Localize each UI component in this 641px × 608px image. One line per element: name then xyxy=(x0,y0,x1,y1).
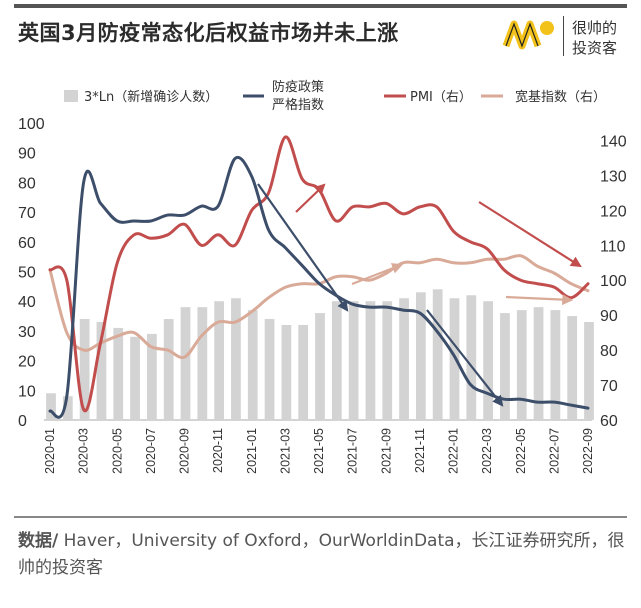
brand-logo-icon xyxy=(502,20,554,50)
x-tick-label: 2020-03 xyxy=(77,428,91,474)
y-right-tick-label: 70 xyxy=(600,378,618,395)
bar xyxy=(264,319,275,420)
bar xyxy=(163,319,174,420)
y-left-tick-label: 60 xyxy=(18,235,36,252)
source-label: 数据/ xyxy=(18,531,59,551)
x-tick-label: 2021-09 xyxy=(379,428,393,474)
bar xyxy=(399,298,409,420)
bar xyxy=(180,307,191,420)
bar xyxy=(348,301,359,420)
y-left-tick-label: 0 xyxy=(18,413,27,430)
y-left-tick-label: 40 xyxy=(18,294,36,311)
x-tick-label: 2022-01 xyxy=(447,428,461,474)
bar xyxy=(247,310,258,420)
legend-label-bar: 3*Ln（新增确诊人数） xyxy=(84,89,218,105)
x-tick-label: 2022-05 xyxy=(514,428,528,474)
bar xyxy=(298,324,309,420)
bar xyxy=(382,301,393,420)
bar xyxy=(550,310,561,420)
stringency-arrow xyxy=(426,309,504,407)
bar xyxy=(146,333,157,420)
x-tick-label: 2022-07 xyxy=(547,428,561,474)
pmi-arrow xyxy=(478,201,582,268)
x-tick-label: 2021-07 xyxy=(346,428,360,474)
bar xyxy=(79,319,90,420)
x-tick-label: 2021-01 xyxy=(245,428,259,474)
stringency-arrow xyxy=(257,183,349,312)
bar xyxy=(281,324,292,420)
top-rule xyxy=(14,4,627,8)
y-left-tick-label: 20 xyxy=(18,354,36,371)
y-right-tick-label: 90 xyxy=(600,308,618,325)
legend-label-index: 宽基指数（右） xyxy=(515,89,606,105)
index-arrow xyxy=(351,263,404,286)
legend-swatch-bar xyxy=(64,90,78,102)
bar xyxy=(584,321,594,420)
logo-divider xyxy=(563,16,564,56)
x-tick-label: 2020-09 xyxy=(178,428,192,474)
bar xyxy=(466,295,477,420)
bar xyxy=(567,316,578,420)
x-tick-label: 2020-01 xyxy=(43,428,57,474)
x-tick-label: 2020-07 xyxy=(144,428,158,474)
x-tick-label: 2020-11 xyxy=(211,428,225,473)
source-note: 数据/ Haver，University of Oxford，OurWorldi… xyxy=(18,528,628,582)
y-left-tick-label: 70 xyxy=(18,205,36,222)
x-tick-label: 2022-03 xyxy=(480,428,494,474)
legend-label-pmi: PMI（右） xyxy=(410,90,472,105)
bar xyxy=(331,301,342,420)
bar xyxy=(516,310,527,420)
trend-arrows xyxy=(257,183,582,407)
logo-text-line2: 投资客 xyxy=(572,39,618,57)
index-arrow xyxy=(505,294,574,306)
x-tick-label: 2021-03 xyxy=(278,428,292,474)
bar xyxy=(197,307,208,420)
bar xyxy=(432,289,443,420)
bottom-rule xyxy=(14,516,627,518)
bar xyxy=(46,393,56,420)
y-left-tick-label: 80 xyxy=(18,175,36,192)
bar xyxy=(415,292,426,420)
pmi-arrow xyxy=(295,183,326,213)
y-right-tick-label: 60 xyxy=(600,413,618,430)
bar xyxy=(214,301,225,420)
y-left-tick-label: 90 xyxy=(18,146,36,163)
x-tick-label: 2020-05 xyxy=(110,428,124,474)
y-right-tick-label: 100 xyxy=(600,273,627,290)
y-right-tick-label: 120 xyxy=(600,203,627,220)
y-left-tick-label: 100 xyxy=(18,116,45,133)
pmi-line xyxy=(48,135,590,413)
x-tick-label: 2021-11 xyxy=(413,428,427,473)
bar xyxy=(500,313,510,420)
y-right-tick-label: 140 xyxy=(600,133,627,150)
bar xyxy=(315,313,325,420)
y-left-tick-label: 30 xyxy=(18,324,36,341)
x-tick-label: 2022-09 xyxy=(581,428,595,474)
brand-logo: 很帅的 投资客 xyxy=(502,10,632,64)
source-text: Haver，University of Oxford，OurWorldinDat… xyxy=(18,531,625,578)
y-right-tick-label: 80 xyxy=(600,343,618,360)
chart-title: 英国3月防疫常态化后权益市场并未上涨 xyxy=(18,21,399,45)
bar xyxy=(113,327,124,420)
y-right-tick-label: 130 xyxy=(600,168,627,185)
y-left-tick-label: 10 xyxy=(18,383,36,400)
legend-label-stringency-line1: 防疫政策 xyxy=(272,79,324,95)
y-right-tick-label: 110 xyxy=(600,238,626,255)
bar xyxy=(483,301,494,420)
bar xyxy=(231,298,241,420)
x-tick-label: 2021-05 xyxy=(312,428,326,474)
bar xyxy=(533,307,544,420)
bar xyxy=(130,336,140,420)
legend-label-stringency-line2: 严格指数 xyxy=(272,97,324,113)
bar xyxy=(96,321,107,420)
logo-text-line1: 很帅的 xyxy=(572,19,618,37)
bar xyxy=(365,301,376,420)
bar xyxy=(62,396,73,420)
y-left-tick-label: 50 xyxy=(18,265,36,282)
